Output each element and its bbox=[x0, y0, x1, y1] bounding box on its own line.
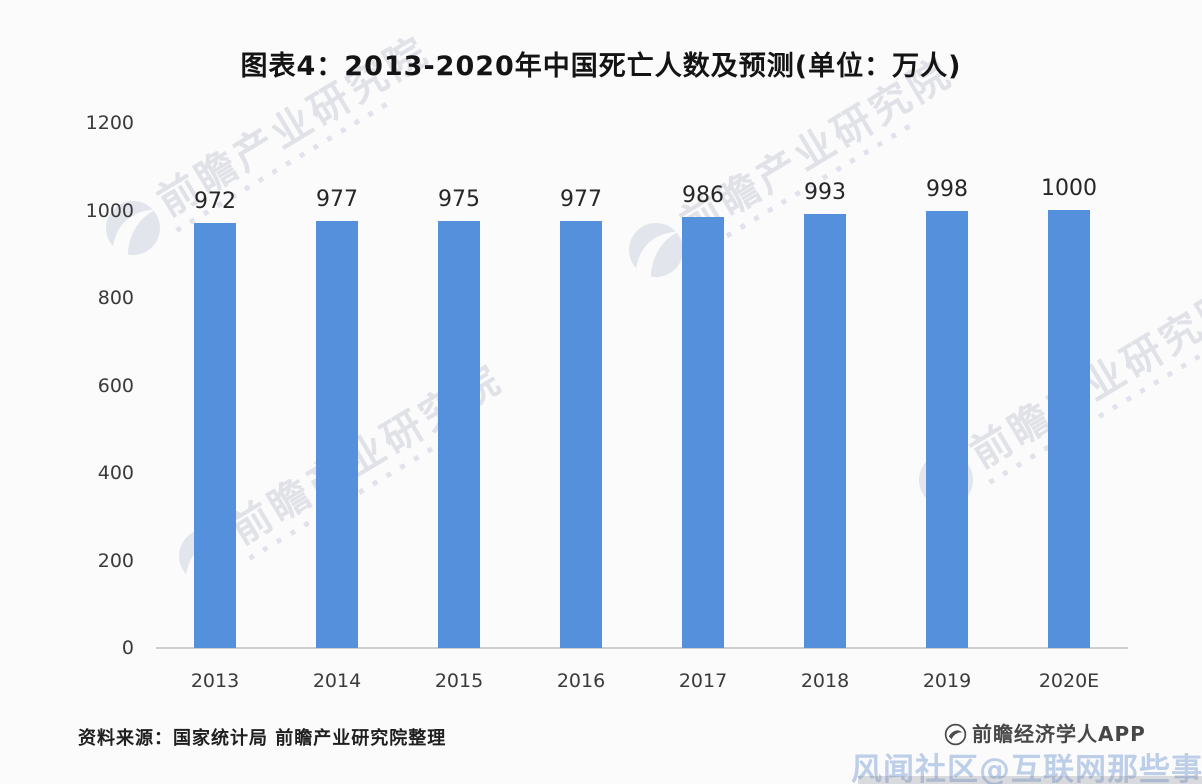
bar bbox=[316, 221, 358, 648]
bar bbox=[682, 217, 724, 648]
bar bbox=[804, 214, 846, 648]
bottom-edge-artifact bbox=[858, 776, 1202, 784]
bar-value-label: 977 bbox=[316, 187, 358, 212]
qianzhan-logo-icon bbox=[106, 201, 160, 255]
bar bbox=[560, 221, 602, 648]
y-tick-label: 600 bbox=[97, 374, 134, 397]
brand-name: 前瞻经济学人APP bbox=[972, 722, 1146, 746]
x-tick-label: 2014 bbox=[312, 670, 362, 692]
y-tick-label: 0 bbox=[121, 637, 134, 659]
y-tick-label: 400 bbox=[97, 462, 134, 484]
bar-value-label: 975 bbox=[438, 187, 480, 212]
bar-value-label: 972 bbox=[194, 189, 236, 214]
y-tick-label: 1200 bbox=[85, 112, 134, 134]
bar-value-label: 977 bbox=[560, 187, 602, 212]
x-tick-label: 2013 bbox=[190, 670, 240, 692]
chart-title: 图表4：2013-2020年中国死亡人数及预测(单位：万人) bbox=[240, 51, 962, 82]
source-note: 资料来源：国家统计局 前瞻产业研究院整理 bbox=[78, 728, 447, 749]
bar bbox=[926, 211, 968, 648]
x-tick-label: 2015 bbox=[434, 670, 484, 692]
y-tick-label: 200 bbox=[97, 549, 134, 572]
y-tick-label: 800 bbox=[97, 287, 134, 309]
x-tick-label: 2020E bbox=[1038, 670, 1100, 692]
bar-value-label: 993 bbox=[804, 180, 846, 205]
y-tick-label: 1000 bbox=[85, 199, 134, 222]
bar bbox=[1048, 210, 1090, 648]
bar-value-label: 1000 bbox=[1041, 176, 1097, 201]
x-tick-label: 2019 bbox=[922, 670, 972, 692]
bar-value-label: 986 bbox=[682, 183, 724, 208]
bar-value-label: 998 bbox=[926, 177, 968, 202]
bar bbox=[438, 221, 480, 648]
qianzhan-logo-icon bbox=[629, 223, 683, 277]
brand-footer: 前瞻经济学人APP bbox=[944, 722, 1146, 746]
diagonal-watermark: 前瞻产业研究院 bbox=[95, 27, 443, 267]
bar bbox=[194, 223, 236, 648]
diagonal-watermark: 前瞻产业研究院 bbox=[618, 49, 966, 289]
qianzhan-app-logo-icon bbox=[944, 723, 967, 745]
x-axis-line bbox=[156, 647, 1128, 649]
x-tick-label: 2018 bbox=[800, 670, 850, 692]
overlay-watermark-text: 风闻社区@互联网那些事 bbox=[851, 752, 1202, 784]
x-tick-label: 2017 bbox=[678, 670, 728, 692]
x-tick-label: 2016 bbox=[556, 670, 606, 692]
